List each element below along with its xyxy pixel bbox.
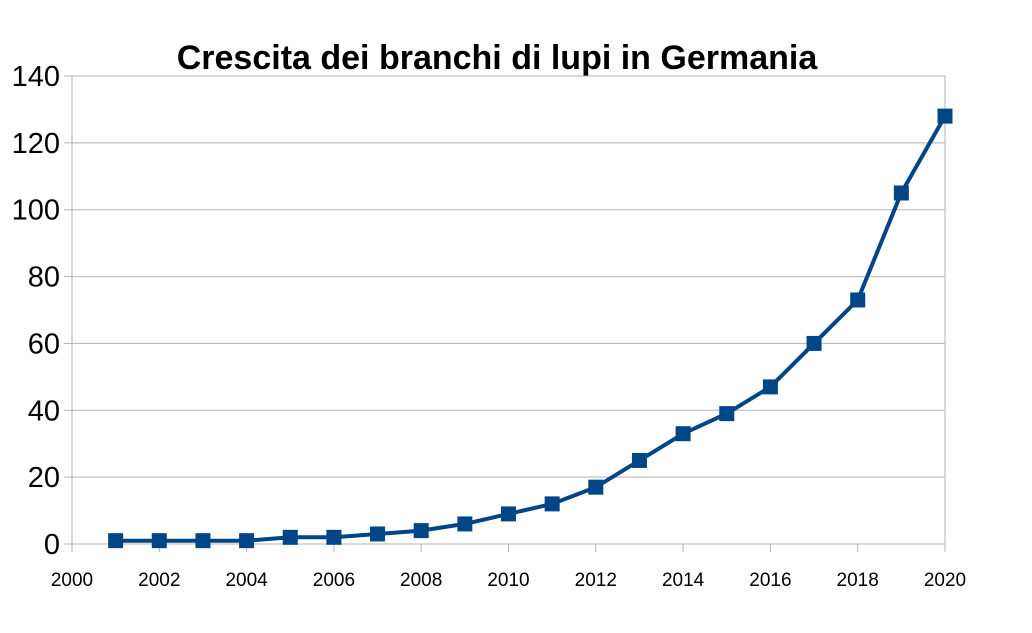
data-point xyxy=(151,533,167,549)
data-point xyxy=(719,406,735,422)
y-tick-label: 40 xyxy=(28,395,60,427)
data-point xyxy=(937,108,953,124)
data-point xyxy=(326,529,342,545)
data-point xyxy=(893,185,909,201)
data-point xyxy=(806,335,822,351)
data-point xyxy=(108,533,124,549)
data-point xyxy=(413,523,429,539)
x-tick-label: 2014 xyxy=(662,570,705,591)
y-tick-label: 100 xyxy=(12,195,60,227)
x-axis-ticks: 2000 2002 2004 2006 2008 2010 2012 2014 2016 2018… xyxy=(51,570,966,591)
data-point xyxy=(195,533,211,549)
plot-area-border xyxy=(71,75,946,545)
data-point xyxy=(457,516,473,532)
x-tick-label: 2002 xyxy=(138,570,180,591)
x-tick-label: 2006 xyxy=(313,570,355,591)
x-tick-label: 2012 xyxy=(575,570,617,591)
x-tick-label: 2018 xyxy=(837,570,879,591)
data-point xyxy=(544,496,560,512)
y-tick-label: 20 xyxy=(28,462,60,494)
grid-lines xyxy=(64,75,946,552)
x-tick-label: 2004 xyxy=(225,570,268,591)
data-point xyxy=(762,379,778,395)
y-tick-label: 140 xyxy=(12,61,60,93)
series-group xyxy=(108,108,953,549)
data-point xyxy=(588,479,604,495)
y-tick-label: 60 xyxy=(28,328,60,360)
data-point xyxy=(239,533,255,549)
chart-title: Crescita dei branchi di lupi in Germania xyxy=(177,39,819,77)
y-tick-label: 0 xyxy=(44,529,60,561)
x-tick-label: 2010 xyxy=(487,570,529,591)
y-tick-label: 80 xyxy=(28,262,60,294)
x-tick-label: 2016 xyxy=(749,570,791,591)
data-point xyxy=(850,292,866,308)
data-point xyxy=(501,506,516,522)
x-tick-label: 2020 xyxy=(924,570,966,591)
data-point xyxy=(370,526,386,542)
x-tick-label: 2000 xyxy=(51,570,93,591)
data-point xyxy=(282,529,298,545)
data-point xyxy=(631,452,647,468)
x-tick-label: 2008 xyxy=(400,570,442,591)
y-tick-label: 120 xyxy=(12,128,60,160)
y-axis-ticks: 0 20 40 60 80 100 120 140 xyxy=(12,61,60,561)
data-point xyxy=(675,426,691,442)
